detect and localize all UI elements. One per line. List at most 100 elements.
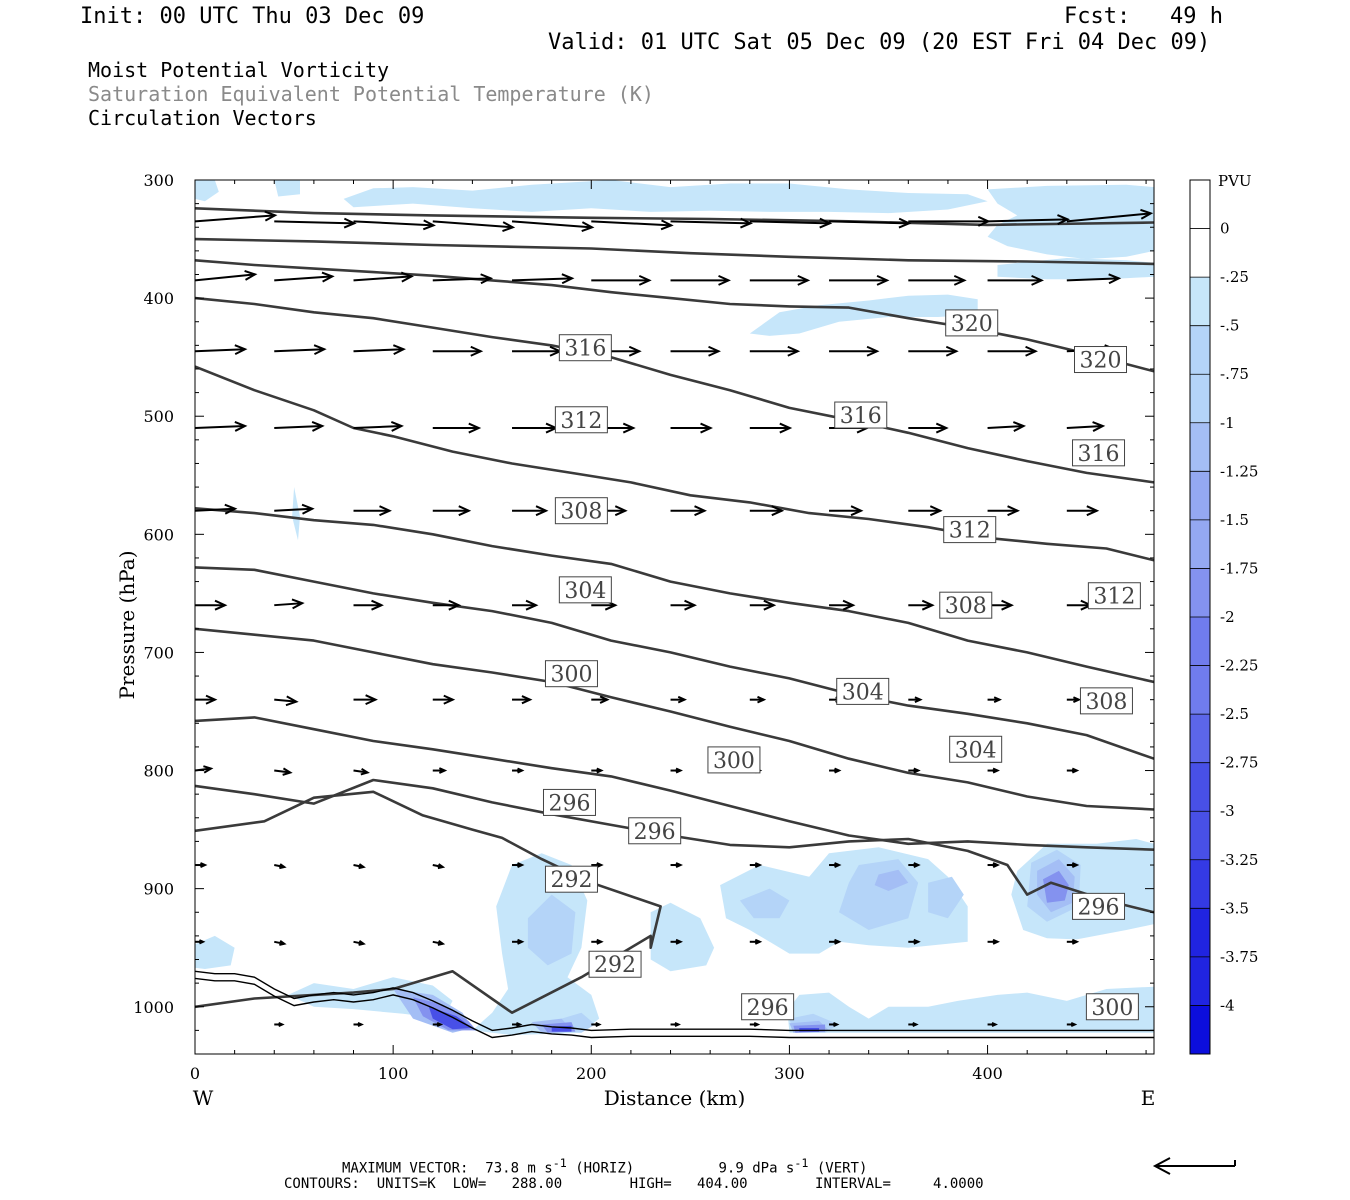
contour-label-text: 304	[564, 579, 606, 604]
vector-head	[787, 345, 801, 357]
vector-head	[438, 767, 448, 774]
vector-head	[614, 505, 628, 517]
pv-shade-0-10	[650, 902, 715, 972]
colorbar-level-label: -.25	[1220, 268, 1249, 286]
circulation-vector	[670, 938, 683, 945]
x-tick-label: 200	[576, 1064, 607, 1083]
circulation-vector	[670, 274, 731, 286]
contour-label-box	[1072, 439, 1126, 467]
circulation-vector	[591, 219, 674, 231]
y-tick-label: 600	[143, 525, 174, 544]
circulation-vector	[829, 599, 856, 611]
circulation-vector	[829, 938, 842, 945]
vector-head	[754, 938, 763, 945]
vector-shaft	[511, 277, 573, 282]
circulation-vector	[1066, 862, 1080, 868]
contour-label-box	[588, 950, 642, 978]
circulation-vector	[749, 938, 763, 945]
colorbar-box	[1190, 811, 1210, 860]
vector-head	[203, 765, 214, 774]
contour-label-box	[1079, 687, 1133, 715]
theta-contour-320	[195, 296, 1154, 484]
circulation-vector	[829, 217, 912, 229]
vector-shaft	[353, 275, 412, 282]
vector-head	[718, 274, 731, 286]
vector-head	[599, 695, 610, 704]
contour-label-text: 320	[951, 312, 993, 337]
theta-contour-296	[195, 778, 1154, 914]
vector-head	[628, 345, 642, 357]
theta-contour-304	[195, 627, 1154, 811]
vector-head	[684, 599, 697, 611]
vector-head	[993, 696, 1002, 704]
y-tick-label: 500	[143, 407, 174, 426]
circulation-vector	[512, 422, 559, 434]
circulation-vector	[987, 345, 1038, 357]
colorbar-box	[1190, 519, 1210, 569]
circulation-vector	[829, 505, 864, 517]
vector-shaft	[591, 220, 672, 227]
circulation-vector	[829, 767, 842, 774]
vector-head	[214, 599, 228, 611]
contour-label: 308	[939, 591, 993, 619]
pv-shade-0-1	[274, 180, 300, 197]
vector-head	[779, 422, 793, 434]
vector-head	[379, 505, 392, 517]
contour-label-box	[558, 334, 612, 362]
vector-head	[675, 862, 683, 868]
vector-shaft	[274, 769, 291, 774]
vector-head	[279, 863, 287, 870]
vector-head	[357, 1021, 364, 1028]
vector-head	[1140, 208, 1154, 220]
contour-label-text: 300	[550, 663, 592, 688]
vector-head	[480, 273, 494, 285]
colorbar-box	[1190, 277, 1210, 326]
circulation-vector	[274, 1021, 285, 1028]
colorbar-box	[1190, 714, 1210, 763]
contour-label: 304	[949, 735, 1003, 763]
vector-head	[991, 1021, 998, 1028]
vector-head	[866, 345, 880, 357]
contour-label-text: 320	[1080, 349, 1122, 374]
vector-head	[912, 1021, 919, 1028]
vector-shaft	[1066, 277, 1119, 282]
colorbar-level-label: -3	[1220, 802, 1235, 820]
circulation-vector	[591, 938, 604, 945]
circulation-vector	[432, 599, 462, 611]
circulation-vector	[512, 938, 525, 945]
circulation-vector	[1066, 599, 1094, 611]
vector-head	[913, 938, 921, 945]
circulation-vector	[749, 1021, 761, 1028]
contour-label: 316	[558, 334, 612, 362]
circulation-vector	[353, 940, 366, 946]
contour-label-text: 316	[564, 337, 606, 362]
circulation-vector	[670, 505, 707, 517]
colorbar-title: PVU	[1218, 172, 1252, 190]
colorbar-level-label: -.5	[1220, 317, 1239, 335]
contour-label-text: 292	[594, 953, 636, 978]
circulation-vector	[987, 862, 1000, 868]
circulation-vector	[987, 1021, 998, 1028]
vector-head	[595, 1021, 602, 1028]
contour-label: 304	[558, 576, 612, 604]
colorbar-box	[1190, 568, 1210, 617]
vector-head	[1086, 505, 1100, 517]
circulation-vector	[353, 271, 414, 283]
vector-head	[224, 503, 238, 515]
vector-head	[1108, 273, 1122, 285]
field-title-mpv: Moist Potential Vorticity	[88, 58, 390, 82]
vector-head	[1007, 505, 1020, 517]
x-tick-label: 0	[190, 1064, 200, 1083]
circulation-vector	[353, 219, 436, 231]
colorbar-box	[1190, 859, 1210, 909]
vector-head	[1057, 214, 1070, 225]
contour-label-box	[1085, 993, 1139, 1021]
circulation-vector	[908, 274, 967, 286]
vector-head	[234, 421, 248, 432]
circulation-vector	[353, 1021, 364, 1028]
vector-head	[953, 274, 967, 286]
vector-shaft	[432, 277, 491, 282]
contour-label-box	[943, 516, 997, 544]
vector-shaft	[195, 425, 246, 430]
x-axis-west-label: W	[193, 1086, 214, 1110]
